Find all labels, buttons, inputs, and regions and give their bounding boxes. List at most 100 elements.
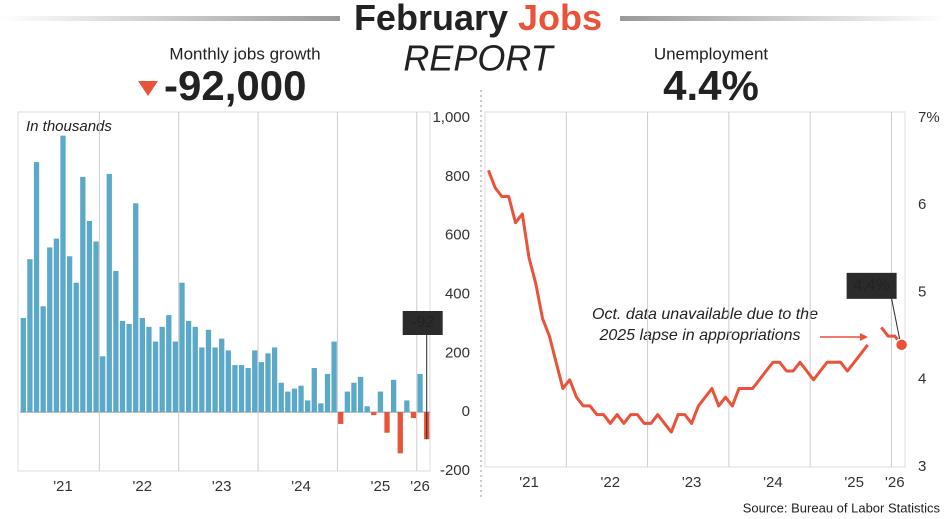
bar	[291, 388, 298, 413]
bar	[384, 412, 390, 433]
x-tick-label: '22	[133, 478, 153, 495]
bar	[80, 176, 86, 413]
bar	[179, 282, 185, 413]
bar	[146, 326, 152, 413]
bar	[27, 259, 33, 413]
title-part: Jobs	[518, 0, 602, 38]
bar	[331, 341, 337, 413]
data-label: -92	[411, 314, 434, 331]
bar	[232, 365, 238, 413]
bar	[344, 391, 350, 413]
bar	[417, 373, 423, 413]
chart-title: Unemployment	[654, 44, 769, 63]
title: February Jobs	[354, 0, 602, 38]
bar	[126, 323, 132, 413]
bar	[185, 320, 192, 413]
chart-title: Monthly jobs growth	[169, 44, 320, 63]
bar	[40, 306, 46, 413]
bar	[298, 385, 304, 413]
y-tick-label: 3	[918, 458, 926, 475]
x-tick-label: '21	[53, 478, 73, 495]
bar	[351, 382, 357, 413]
x-tick-label: '26	[410, 478, 430, 495]
annotation-arrowhead	[860, 333, 868, 341]
bar	[245, 368, 251, 413]
bar	[357, 376, 364, 413]
bar	[139, 318, 145, 413]
x-tick-label: '25	[844, 474, 864, 491]
x-tick-label: '24	[763, 474, 783, 491]
y-tick-label: 5	[918, 283, 926, 300]
bar	[20, 318, 26, 413]
data-label-leader	[891, 298, 901, 339]
y-tick-label: 7%	[918, 109, 940, 126]
bar	[285, 391, 291, 413]
headline: -92,000	[164, 62, 306, 109]
bar	[364, 406, 370, 413]
bar	[212, 347, 218, 413]
bar	[166, 315, 172, 413]
bar	[305, 400, 311, 413]
bar	[238, 365, 245, 413]
bar	[377, 391, 384, 413]
bar	[133, 203, 139, 413]
plot-frame	[17, 111, 431, 472]
annotation: 2025 lapse in appropriations	[598, 327, 800, 344]
bar	[390, 379, 397, 413]
bar	[225, 350, 231, 413]
annotation: Oct. data unavailable due to the	[592, 306, 818, 323]
headline: 4.4%	[663, 62, 759, 109]
bar	[252, 350, 258, 413]
x-tick-label: '23	[682, 474, 702, 491]
line	[487, 169, 903, 434]
bar	[93, 241, 99, 413]
subtitle: REPORT	[403, 38, 555, 79]
bar	[152, 341, 159, 413]
bar	[324, 373, 331, 413]
x-tick-label: '25	[371, 478, 391, 495]
bar	[47, 247, 53, 413]
y-tick-label: 400	[445, 285, 470, 302]
bar	[258, 362, 265, 413]
bar	[86, 220, 93, 413]
bar	[192, 326, 198, 413]
bar	[33, 162, 40, 413]
bar	[219, 338, 225, 413]
bar	[318, 403, 324, 413]
y-tick-label: 6	[918, 196, 926, 213]
x-tick-label: '24	[291, 478, 311, 495]
bar	[265, 353, 271, 413]
data-label-box	[402, 311, 443, 335]
x-tick-label: '22	[601, 474, 621, 491]
bar	[73, 282, 79, 413]
bar	[410, 412, 417, 419]
bar	[119, 320, 126, 413]
y-tick-label: 0	[462, 403, 470, 420]
bar	[397, 412, 403, 454]
bar	[100, 356, 106, 413]
bar	[199, 347, 205, 413]
unit-note: In thousands	[26, 118, 112, 135]
bar	[271, 347, 278, 413]
data-label-box	[846, 272, 897, 299]
bar	[66, 256, 73, 413]
y-tick-label: -200	[440, 462, 470, 479]
bar	[53, 238, 60, 413]
y-tick-label: 600	[445, 227, 470, 244]
bar	[404, 400, 410, 413]
x-tick-label: '26	[885, 474, 905, 491]
y-tick-label: 4	[918, 371, 926, 388]
bar	[338, 412, 344, 424]
y-tick-label: 1,000	[432, 109, 470, 126]
x-tick-label: '23	[212, 478, 232, 495]
x-tick-label: '21	[519, 474, 539, 491]
source: Source: Bureau of Labor Statistics	[743, 500, 941, 515]
bar	[371, 412, 377, 416]
bar	[106, 173, 112, 413]
title-rule	[0, 16, 340, 21]
down-arrow	[138, 81, 158, 96]
bar	[172, 341, 179, 413]
bar	[311, 368, 317, 413]
bar	[278, 382, 284, 413]
